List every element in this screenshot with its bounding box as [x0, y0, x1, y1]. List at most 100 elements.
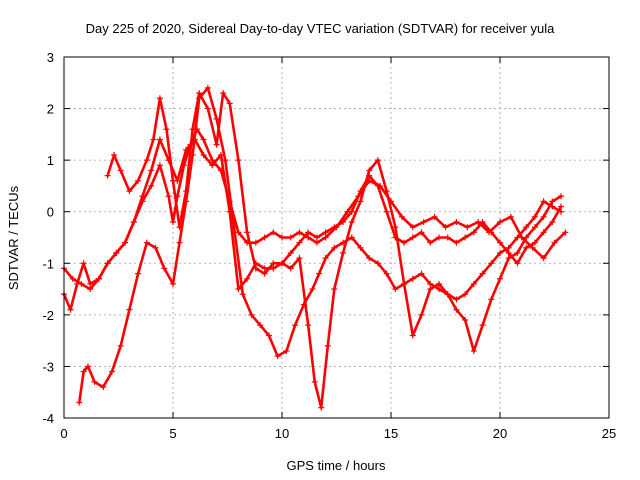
y-tick-label: 1 — [47, 153, 54, 168]
data-point — [366, 255, 373, 262]
data-point — [69, 275, 76, 282]
data-point — [409, 224, 416, 231]
data-point — [252, 239, 259, 246]
data-point — [357, 198, 364, 205]
x-tick-label: 15 — [384, 426, 398, 441]
data-point — [464, 224, 471, 231]
data-point — [100, 384, 107, 391]
data-point — [514, 260, 521, 267]
data-point — [156, 136, 163, 143]
axes: 0 5 10 15 20 25 -4 -3 -2 -1 0 1 2 3 — [42, 50, 616, 441]
data-point — [505, 249, 512, 256]
data-point — [87, 286, 94, 293]
data-point — [558, 193, 565, 200]
data-point — [156, 95, 163, 102]
data-point — [95, 275, 102, 282]
data-point — [287, 234, 294, 241]
data-point — [462, 317, 469, 324]
data-point — [529, 244, 536, 251]
data-point — [209, 162, 216, 169]
data-point — [374, 260, 381, 267]
data-point — [322, 229, 329, 236]
data-point — [311, 378, 318, 385]
data-point — [383, 188, 390, 195]
data-point — [292, 322, 299, 329]
data-point — [143, 157, 150, 164]
data-point — [431, 213, 438, 220]
data-point — [313, 234, 320, 241]
data-point — [108, 368, 115, 375]
data-point — [479, 270, 486, 277]
data-point — [470, 347, 477, 354]
data-point — [316, 270, 323, 277]
data-point — [540, 255, 547, 262]
data-point — [163, 126, 170, 133]
x-tick-label: 10 — [275, 426, 289, 441]
data-point — [161, 265, 168, 272]
data-point — [135, 177, 142, 184]
data-point — [507, 213, 514, 220]
x-tick-label: 0 — [60, 426, 67, 441]
data-point — [383, 270, 390, 277]
data-point — [117, 342, 124, 349]
data-point — [305, 234, 312, 241]
data-point — [130, 219, 137, 226]
data-point — [331, 224, 338, 231]
data-point — [427, 239, 434, 246]
data-point — [409, 332, 416, 339]
x-tick-label: 20 — [493, 426, 507, 441]
data-point — [252, 265, 259, 272]
data-point — [322, 234, 329, 241]
data-point — [540, 229, 547, 236]
data-point — [222, 157, 229, 164]
data-point — [126, 188, 133, 195]
data-point — [231, 224, 238, 231]
data-point — [244, 229, 251, 236]
x-tick-label: 5 — [169, 426, 176, 441]
data-point — [427, 280, 434, 287]
data-point — [444, 234, 451, 241]
data-point — [261, 234, 268, 241]
data-point — [505, 255, 512, 262]
data-point — [453, 296, 460, 303]
data-point — [296, 255, 303, 262]
data-point — [156, 162, 163, 169]
data-point — [453, 239, 460, 246]
data-point — [348, 234, 355, 241]
data-point — [340, 219, 347, 226]
data-point — [453, 219, 460, 226]
data-point — [427, 286, 434, 293]
data-point — [200, 151, 207, 158]
data-point — [558, 208, 565, 215]
data-point — [84, 363, 91, 370]
data-point — [235, 157, 242, 164]
data-point — [279, 234, 285, 241]
data-point — [170, 280, 176, 287]
series-line — [62, 138, 563, 312]
data-point — [170, 177, 176, 184]
data-point — [409, 234, 416, 241]
data-point — [313, 239, 320, 246]
data-point — [152, 244, 159, 251]
data-point — [87, 280, 94, 287]
data-point — [374, 157, 381, 164]
data-point — [418, 270, 425, 277]
data-point — [143, 239, 150, 246]
data-point — [505, 244, 512, 251]
data-point — [374, 182, 381, 189]
data-point — [514, 249, 521, 256]
data-point — [274, 353, 281, 360]
y-tick-label: -3 — [42, 359, 54, 374]
data-point — [435, 234, 442, 241]
series-line — [78, 86, 563, 404]
data-point — [220, 90, 227, 97]
y-axis-label: SDTVAR / TECUs — [6, 185, 21, 290]
data-point — [270, 260, 277, 267]
data-point — [444, 291, 451, 298]
data-point — [488, 260, 495, 267]
data-point — [562, 229, 569, 236]
data-point — [420, 219, 427, 226]
data-point — [418, 229, 425, 236]
data-point — [196, 90, 203, 97]
data-point — [549, 219, 556, 226]
